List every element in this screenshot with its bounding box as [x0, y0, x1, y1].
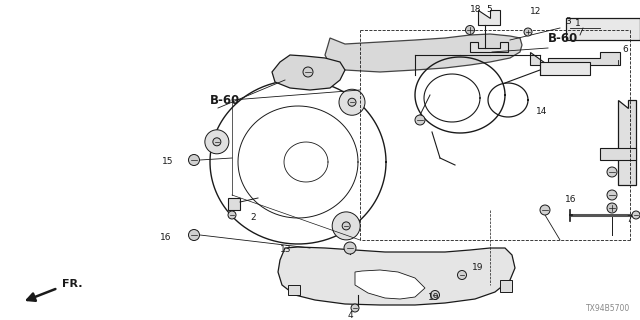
Circle shape [540, 205, 550, 215]
Circle shape [303, 67, 313, 77]
Polygon shape [530, 52, 620, 65]
Circle shape [205, 130, 229, 154]
Text: 2: 2 [250, 213, 255, 222]
Text: 15: 15 [162, 157, 173, 166]
Polygon shape [470, 42, 508, 52]
Polygon shape [500, 280, 512, 292]
Circle shape [524, 28, 532, 36]
Polygon shape [278, 247, 515, 305]
Polygon shape [355, 270, 425, 299]
Text: 5: 5 [486, 5, 492, 14]
Text: 3: 3 [565, 18, 571, 27]
Polygon shape [288, 285, 300, 295]
Text: 6: 6 [622, 45, 628, 54]
Text: 19: 19 [428, 293, 440, 302]
Circle shape [607, 203, 617, 213]
Polygon shape [600, 148, 636, 160]
Text: 18: 18 [470, 5, 481, 14]
Polygon shape [272, 55, 345, 90]
Text: 7: 7 [626, 215, 632, 225]
Text: 4: 4 [348, 310, 354, 319]
Polygon shape [566, 18, 640, 40]
Circle shape [351, 304, 359, 312]
Polygon shape [325, 34, 522, 72]
Circle shape [632, 211, 640, 219]
Circle shape [213, 138, 221, 146]
Text: B-60: B-60 [548, 31, 579, 44]
Circle shape [415, 115, 425, 125]
Circle shape [431, 291, 440, 300]
Text: 19: 19 [472, 263, 483, 273]
Circle shape [344, 242, 356, 254]
Circle shape [332, 212, 360, 240]
Text: 1: 1 [575, 20, 580, 28]
Text: 16: 16 [565, 196, 577, 204]
Circle shape [607, 167, 617, 177]
Circle shape [189, 229, 200, 241]
Circle shape [607, 190, 617, 200]
Polygon shape [228, 198, 240, 210]
Text: 14: 14 [536, 108, 547, 116]
Text: 13: 13 [280, 245, 291, 254]
Circle shape [458, 270, 467, 279]
Circle shape [465, 26, 474, 35]
Polygon shape [478, 10, 500, 25]
Text: FR.: FR. [62, 279, 83, 289]
Text: 12: 12 [530, 7, 541, 17]
Polygon shape [618, 100, 636, 185]
Text: B-60: B-60 [210, 93, 240, 107]
Polygon shape [540, 62, 590, 75]
Text: 16: 16 [160, 234, 172, 243]
Circle shape [342, 222, 350, 230]
Circle shape [228, 211, 236, 219]
Text: TX94B5700: TX94B5700 [586, 304, 630, 313]
Circle shape [339, 89, 365, 115]
Circle shape [189, 155, 200, 165]
Circle shape [348, 98, 356, 106]
